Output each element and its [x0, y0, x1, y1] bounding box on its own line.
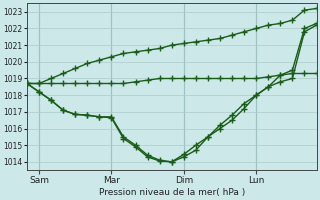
X-axis label: Pression niveau de la mer( hPa ): Pression niveau de la mer( hPa ): [99, 188, 245, 197]
